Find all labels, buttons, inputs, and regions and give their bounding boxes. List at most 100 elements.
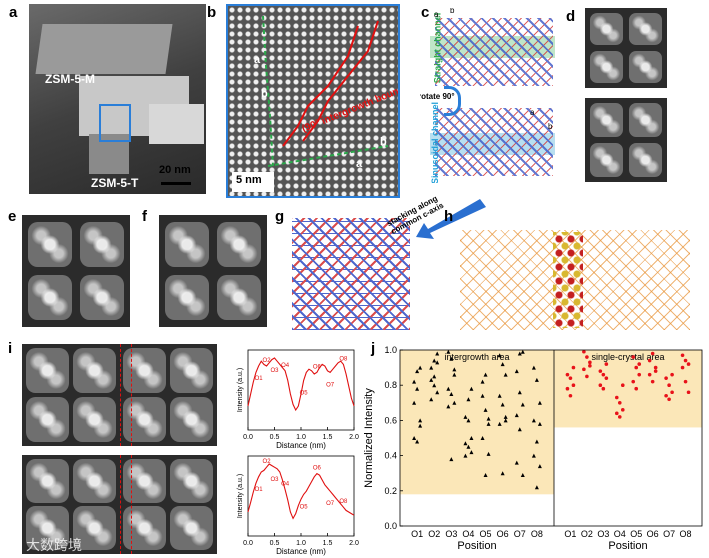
peak-label: O7 bbox=[326, 382, 335, 388]
axis-a-bottom: a bbox=[356, 158, 363, 170]
x-axis-label: Distance (nm) bbox=[276, 441, 326, 450]
x-tick-label: 0.0 bbox=[243, 434, 253, 441]
data-point bbox=[497, 353, 502, 358]
x-tick-label: 0.0 bbox=[243, 540, 253, 547]
data-point bbox=[469, 386, 474, 391]
peak-label: O4 bbox=[281, 363, 290, 369]
y-tick-label: 1.0 bbox=[384, 345, 397, 355]
data-point bbox=[537, 464, 542, 469]
chart-i-top: 0.0 0.5 1.0 1.5 2.0 Distance (nm) Intensity (a… bbox=[237, 349, 359, 450]
data-point bbox=[446, 404, 451, 409]
panel-e-image bbox=[22, 215, 130, 327]
panel-label-d: d bbox=[566, 8, 576, 25]
crystal-right bbox=[149, 104, 204, 144]
profile-line bbox=[247, 357, 355, 412]
region-title: single-crystal area bbox=[591, 352, 664, 362]
data-point bbox=[650, 379, 655, 384]
x-tick-label: O3 bbox=[445, 529, 457, 539]
axis-b-bottom: b bbox=[380, 136, 387, 148]
x-tick-label: O8 bbox=[531, 529, 543, 539]
data-point bbox=[617, 415, 622, 419]
data-point bbox=[664, 376, 668, 380]
panel-a-tem-image: ZSM-5-M ZSM-5-T 20 nm bbox=[29, 4, 206, 194]
y-tick-label: 0.8 bbox=[384, 380, 397, 390]
x-tick-label: 2.0 bbox=[349, 540, 359, 547]
data-point bbox=[449, 392, 454, 396]
axis-b-top: b bbox=[261, 88, 268, 100]
panel-f-image bbox=[159, 215, 267, 327]
data-point bbox=[634, 365, 639, 370]
data-point bbox=[452, 372, 457, 377]
panel-label-e: e bbox=[8, 208, 17, 225]
peak-label: O3 bbox=[270, 477, 279, 483]
data-point bbox=[571, 383, 576, 387]
data-point bbox=[418, 418, 423, 423]
data-point bbox=[514, 369, 519, 374]
y-axis-label: Intensity (a.u.) bbox=[237, 368, 244, 412]
framework-bottom bbox=[435, 108, 553, 176]
data-point bbox=[432, 374, 437, 379]
data-point bbox=[503, 418, 508, 423]
y-tick-label: 0.6 bbox=[384, 415, 397, 425]
x-tick-label: O7 bbox=[514, 529, 526, 539]
data-point bbox=[598, 383, 603, 387]
data-point bbox=[435, 390, 440, 395]
panel-d-bottom-image bbox=[585, 98, 667, 182]
data-point bbox=[500, 471, 505, 476]
peak-label: O5 bbox=[300, 390, 309, 396]
x-tick-label: O1 bbox=[411, 529, 423, 539]
data-point bbox=[503, 372, 508, 377]
data-point bbox=[452, 400, 457, 405]
data-point bbox=[469, 436, 474, 440]
data-point bbox=[647, 372, 652, 377]
peak-label: O8 bbox=[339, 356, 348, 362]
data-point bbox=[620, 408, 625, 412]
sinusoidal-channel-label: Sinusoidal channel bbox=[430, 101, 441, 183]
data-point bbox=[435, 360, 440, 365]
peak-label: O1 bbox=[255, 487, 264, 493]
scale-bar bbox=[161, 182, 191, 185]
data-point bbox=[680, 353, 685, 358]
data-point bbox=[500, 362, 505, 367]
data-point bbox=[480, 393, 485, 398]
data-point bbox=[582, 367, 586, 372]
data-point bbox=[670, 372, 674, 377]
data-point bbox=[486, 421, 491, 426]
data-point bbox=[631, 379, 636, 384]
label-zsm5t: ZSM-5-T bbox=[91, 176, 139, 190]
data-point bbox=[463, 441, 468, 446]
data-point bbox=[432, 358, 437, 363]
peak-label: O5 bbox=[300, 504, 309, 510]
data-point bbox=[466, 444, 471, 449]
axis-b-top: b bbox=[450, 8, 455, 15]
data-point bbox=[520, 402, 525, 407]
x-tick-label: O5 bbox=[630, 529, 642, 539]
x-tick-label: 0.5 bbox=[270, 540, 280, 547]
peak-label: O8 bbox=[339, 499, 348, 505]
data-point bbox=[686, 362, 691, 366]
data-point bbox=[537, 400, 542, 405]
watermark: 大数跨境 bbox=[26, 537, 82, 553]
data-point bbox=[483, 472, 488, 477]
data-point bbox=[500, 402, 505, 407]
data-point bbox=[568, 376, 573, 380]
data-point bbox=[520, 472, 525, 477]
data-point bbox=[497, 393, 502, 398]
x-axis-label: Distance (nm) bbox=[276, 547, 326, 556]
data-point bbox=[415, 386, 420, 391]
data-point bbox=[686, 390, 691, 395]
data-point bbox=[449, 356, 454, 361]
data-point bbox=[503, 414, 508, 419]
data-point bbox=[617, 401, 622, 405]
rotate-arrow bbox=[444, 86, 461, 116]
data-point bbox=[568, 393, 573, 398]
data-point bbox=[601, 386, 606, 391]
data-point bbox=[531, 418, 536, 423]
data-point bbox=[604, 362, 609, 366]
axis-b-bottom: b bbox=[548, 122, 553, 131]
panel-label-a: a bbox=[9, 4, 18, 21]
data-point bbox=[412, 400, 417, 405]
data-point bbox=[449, 457, 454, 462]
rotate-label: rotate 90° bbox=[420, 92, 455, 101]
panel-label-g: g bbox=[275, 208, 285, 225]
